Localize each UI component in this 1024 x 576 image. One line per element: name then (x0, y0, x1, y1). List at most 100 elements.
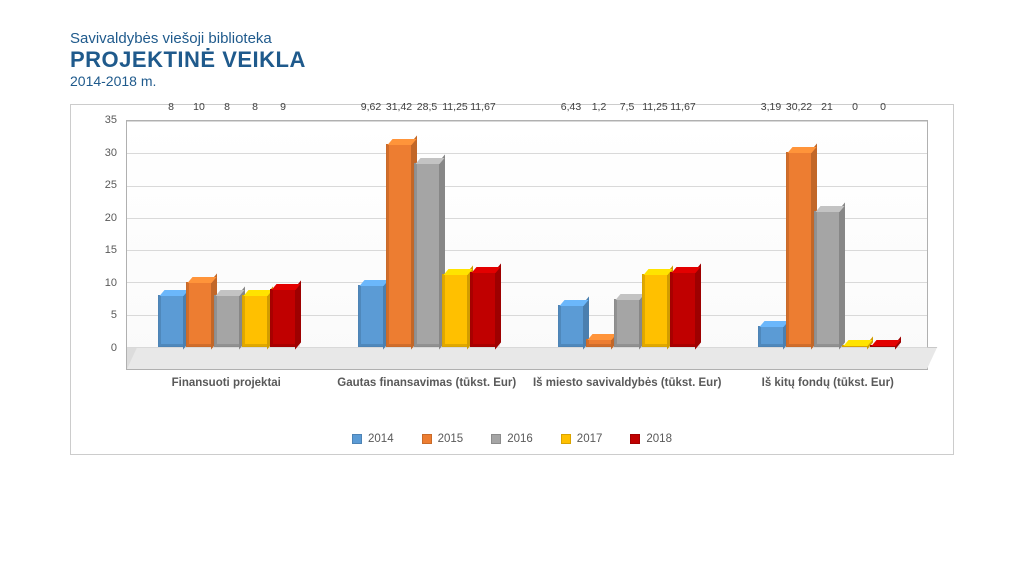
legend-item: 2018 (630, 433, 672, 445)
y-tick-label: 20 (105, 212, 117, 224)
bar (414, 163, 440, 347)
bar (614, 299, 640, 347)
legend-item: 2017 (561, 433, 603, 445)
bar-wrap: 7,5 (614, 121, 640, 347)
legend-swatch (352, 434, 362, 444)
page: Savivaldybės viešoji biblioteka PROJEKTI… (0, 0, 1024, 475)
bar-value-label: 11,67 (670, 101, 696, 113)
bar-wrap: 30,22 (786, 121, 812, 347)
bar-value-label: 21 (821, 101, 833, 113)
bar-wrap: 11,25 (642, 121, 668, 347)
bar (242, 295, 268, 347)
bar (642, 274, 668, 347)
legend: 2014 2015 2016 2017 2018 (91, 425, 933, 449)
bar-wrap: 8 (158, 121, 184, 347)
bar (158, 295, 184, 347)
y-axis-labels: 05101520253035 (91, 120, 121, 348)
bar-wrap: 0 (870, 121, 896, 347)
bar-wrap: 6,43 (558, 121, 584, 347)
y-tick-label: 15 (105, 244, 117, 256)
y-tick-label: 25 (105, 179, 117, 191)
y-tick-label: 30 (105, 147, 117, 159)
bar-value-label: 1,2 (592, 101, 607, 113)
bar (814, 211, 840, 347)
bar-value-label: 3,19 (761, 101, 781, 113)
legend-item: 2016 (491, 433, 533, 445)
bar (270, 289, 296, 347)
x-category-label: Iš miesto savivaldybės (tūkst. Eur) (527, 370, 728, 425)
bar-value-label: 10 (193, 101, 205, 113)
bar-group: 9,6231,4228,511,2511,67 (327, 121, 527, 369)
bar-wrap: 21 (814, 121, 840, 347)
bar-value-label: 8 (224, 101, 230, 113)
bar-groups: 8108899,6231,4228,511,2511,676,431,27,51… (127, 121, 927, 369)
bars-row: 3,1930,222100 (747, 121, 907, 347)
bar-value-label: 0 (880, 101, 886, 113)
legend-item: 2015 (422, 433, 464, 445)
legend-label: 2014 (368, 433, 394, 445)
bar-value-label: 9,62 (361, 101, 381, 113)
bar-value-label: 8 (168, 101, 174, 113)
bar-wrap: 31,42 (386, 121, 412, 347)
bar-wrap: 28,5 (414, 121, 440, 347)
bar-value-label: 11,25 (642, 101, 668, 113)
bar-value-label: 9 (280, 101, 286, 113)
bars-row: 810889 (147, 121, 307, 347)
bar (586, 339, 612, 347)
bar (186, 282, 212, 347)
legend-label: 2018 (646, 433, 672, 445)
bar-value-label: 30,22 (786, 101, 812, 113)
bars-row: 9,6231,4228,511,2511,67 (347, 121, 507, 347)
bar (358, 285, 384, 347)
bar (386, 144, 412, 347)
bar-wrap: 10 (186, 121, 212, 347)
bar-wrap: 9,62 (358, 121, 384, 347)
bar (842, 345, 868, 347)
bar-value-label: 31,42 (386, 101, 412, 113)
bar-value-label: 6,43 (561, 101, 581, 113)
bar-group: 6,431,27,511,2511,67 (527, 121, 727, 369)
bar (214, 295, 240, 347)
bar-value-label: 7,5 (620, 101, 635, 113)
x-category-label: Finansuoti projektai (126, 370, 327, 425)
x-category-label: Gautas finansavimas (tūkst. Eur) (327, 370, 528, 425)
legend-swatch (422, 434, 432, 444)
bar-group: 810889 (127, 121, 327, 369)
legend-item: 2014 (352, 433, 394, 445)
date-range-text: 2014-2018 m. (70, 73, 954, 89)
legend-swatch (561, 434, 571, 444)
bar-value-label: 11,25 (442, 101, 468, 113)
legend-swatch (630, 434, 640, 444)
bar-wrap: 11,25 (442, 121, 468, 347)
subtitle-text: Savivaldybės viešoji biblioteka (70, 30, 954, 47)
x-axis-labels: Finansuoti projektaiGautas finansavimas … (126, 370, 928, 425)
bar-value-label: 28,5 (417, 101, 437, 113)
bar (442, 274, 468, 347)
bar-wrap: 11,67 (670, 121, 696, 347)
bar-wrap: 8 (242, 121, 268, 347)
y-tick-label: 0 (111, 342, 117, 354)
bar (670, 272, 696, 347)
bar-value-label: 11,67 (470, 101, 496, 113)
bar (558, 305, 584, 347)
plot-surface: 8108899,6231,4228,511,2511,676,431,27,51… (126, 120, 928, 370)
bar-value-label: 8 (252, 101, 258, 113)
legend-label: 2017 (577, 433, 603, 445)
bar-wrap: 8 (214, 121, 240, 347)
y-tick-label: 10 (105, 277, 117, 289)
bar-wrap: 0 (842, 121, 868, 347)
bar-wrap: 1,2 (586, 121, 612, 347)
x-category-label: Iš kitų fondų (tūkst. Eur) (728, 370, 929, 425)
bars-row: 6,431,27,511,2511,67 (547, 121, 707, 347)
main-title-text: PROJEKTINĖ VEIKLA (70, 47, 954, 73)
bar (758, 326, 784, 347)
bar (786, 152, 812, 347)
y-tick-label: 5 (111, 309, 117, 321)
plot-area: 05101520253035 8108899,6231,4228,511,251… (91, 115, 933, 425)
y-tick-label: 35 (105, 114, 117, 126)
bar-wrap: 3,19 (758, 121, 784, 347)
legend-label: 2016 (507, 433, 533, 445)
bar (870, 345, 896, 347)
title-block: Savivaldybės viešoji biblioteka PROJEKTI… (70, 30, 954, 89)
bar-wrap: 9 (270, 121, 296, 347)
